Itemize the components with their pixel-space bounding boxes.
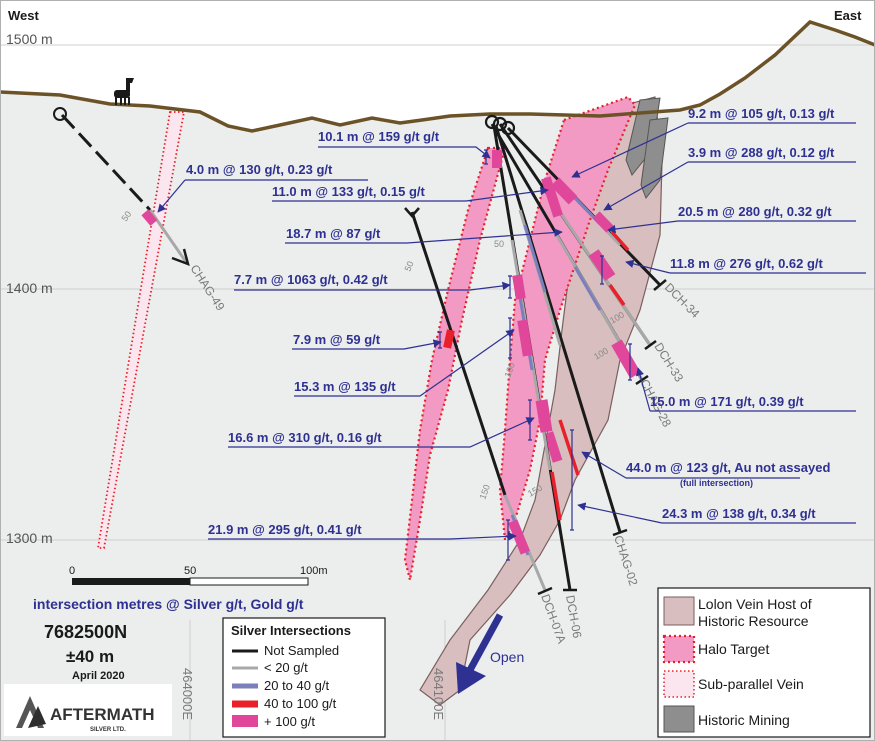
scale-bar: 0 50 100m <box>69 565 328 586</box>
open-arrow-head <box>456 662 486 694</box>
collar-2 <box>492 116 508 132</box>
intersection-label-2: 4.0 m @ 130 g/t, 0.23 g/t <box>186 162 333 177</box>
collar-1 <box>484 114 500 130</box>
collar-3 <box>500 120 516 136</box>
west-label: West <box>8 8 39 23</box>
sub-parallel-vein <box>96 111 186 549</box>
halo-target-main <box>498 95 637 544</box>
intersection-label-1: 10.1 m @ 159 g/t g/t <box>318 129 440 144</box>
intersection-label-15: 44.0 m @ 123 g/t, Au not assayed <box>626 460 830 475</box>
legend-geology: Lolon Vein Host of Historic Resource Hal… <box>657 587 871 738</box>
drillhole-dch-07a <box>404 207 553 596</box>
elevation-1400-label: 1400 m <box>6 280 53 296</box>
legend-swatch-100plus <box>232 715 258 727</box>
caption-text: intersection metres @ Silver g/t, Gold g… <box>33 596 304 612</box>
halo-target-west <box>403 146 507 581</box>
intersection-label-3: 11.0 m @ 133 g/t, 0.15 g/t <box>272 184 426 199</box>
legend-item-40-100: 40 to 100 g/t <box>264 696 337 711</box>
legend-item-100plus: + 100 g/t <box>264 714 315 729</box>
historic-mining-2 <box>640 117 669 200</box>
intersection-mark-top <box>492 150 502 168</box>
legend-swatch-mining <box>663 705 695 733</box>
legend-swatch-halo <box>662 634 696 664</box>
elevation-1300-label: 1300 m <box>6 530 53 546</box>
intersection-label-5: 7.7 m @ 1063 g/t, 0.42 g/t <box>234 272 388 287</box>
legend-item-not-sampled: Not Sampled <box>264 643 339 658</box>
section-width: ±40 m <box>66 647 114 666</box>
intersection-label-9: 21.9 m @ 295 g/t, 0.41 g/t <box>208 522 362 537</box>
intersection-label-15-note: (full intersection) <box>680 478 753 488</box>
leader-lines <box>157 122 866 541</box>
scale-label-0: 0 <box>69 565 75 577</box>
open-arrow-shaft <box>466 613 504 672</box>
depth-tick-center-50: 50 <box>494 239 504 249</box>
depth-tick-100a: 100 <box>502 361 517 379</box>
drillhole-dch-06 <box>492 125 577 592</box>
depth-tick-150a: 150 <box>477 483 492 501</box>
legend-mining: Historic Mining <box>698 712 790 728</box>
intersection-label-4: 18.7 m @ 87 g/t <box>286 226 381 241</box>
historic-mining-1 <box>625 97 661 176</box>
legend-item-lt20: < 20 g/t <box>264 660 308 675</box>
section-number: 7682500N <box>44 622 127 642</box>
intersection-label-12: 20.5 m @ 280 g/t, 0.32 g/t <box>678 204 832 219</box>
logo-name: AFTERMATH <box>50 705 155 724</box>
easting-464000e: 464000E <box>180 668 195 720</box>
intersection-label-8: 16.6 m @ 310 g/t, 0.16 g/t <box>228 430 382 445</box>
intersection-label-6: 7.9 m @ 59 g/t <box>293 332 381 347</box>
section-date: April 2020 <box>72 670 125 682</box>
logo-sub: SILVER LTD. <box>90 727 126 733</box>
depth-tick-chag49-50: 50 <box>119 209 133 223</box>
legend-silver-title: Silver Intersections <box>231 623 351 638</box>
east-label: East <box>834 8 862 23</box>
interval-brackets <box>438 149 632 561</box>
topography-line <box>0 20 875 133</box>
scale-label-50: 50 <box>184 565 196 577</box>
open-label: Open <box>490 649 524 665</box>
intersection-label-11: 3.9 m @ 288 g/t, 0.12 g/t <box>688 145 835 160</box>
depth-tick-west-50: 50 <box>403 260 416 273</box>
legend-silver: Silver Intersections Not Sampled < 20 g/… <box>222 617 386 738</box>
intersection-label-14: 15.0 m @ 171 g/t, 0.39 g/t <box>650 394 804 409</box>
legend-halo: Halo Target <box>698 641 769 657</box>
drillhole-chag-28 <box>490 123 649 386</box>
elevation-1500-label: 1500 m <box>6 31 53 47</box>
legend-host-line2: Historic Resource <box>698 613 809 629</box>
easting-464100e: 464100E <box>431 668 446 720</box>
legend-host-line1: Lolon Vein Host of <box>698 596 812 612</box>
legend-swatch-host <box>663 596 695 626</box>
intersection-label-16: 24.3 m @ 138 g/t, 0.34 g/t <box>662 506 816 521</box>
intersection-label-13: 11.8 m @ 276 g/t, 0.62 g/t <box>670 256 824 271</box>
intersection-mark-west-halo <box>443 329 455 349</box>
intersection-label-10: 9.2 m @ 105 g/t, 0.13 g/t <box>688 106 835 121</box>
legend-subvein: Sub-parallel Vein <box>698 676 804 692</box>
aftermath-logo: AFTERMATH SILVER LTD. <box>4 684 172 736</box>
intersection-label-7: 15.3 m @ 135 g/t <box>294 379 396 394</box>
scale-label-100: 100m <box>300 565 328 577</box>
llama-icon <box>114 78 134 105</box>
legend-swatch-subvein <box>663 670 695 698</box>
legend-item-20-40: 20 to 40 g/t <box>264 678 329 693</box>
drillhole-chag-49 <box>53 107 190 267</box>
